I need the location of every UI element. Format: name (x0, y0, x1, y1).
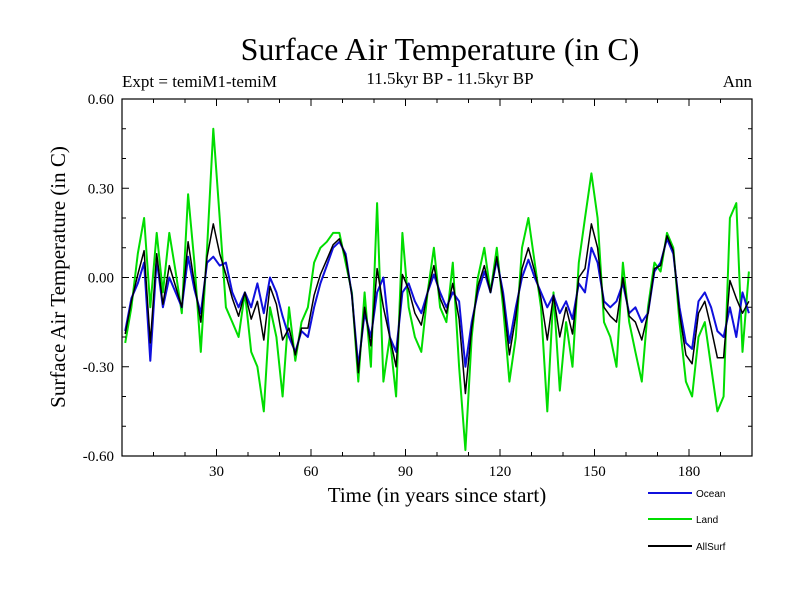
y-tick-label: 0.00 (88, 271, 114, 287)
x-tick-label: 180 (678, 464, 701, 480)
season-label: Ann (723, 72, 753, 91)
x-tick-label: 150 (583, 464, 606, 480)
legend-label-ocean: Ocean (696, 489, 725, 500)
series-line-allsurf (124, 223, 750, 395)
period-label: 11.5kyr BP - 11.5kyr BP (366, 69, 533, 88)
y-tick-label: 0.30 (88, 181, 114, 197)
series-line-ocean (124, 237, 750, 368)
series-line-land (124, 127, 750, 452)
x-tick-label: 120 (489, 464, 512, 480)
y-axis-label: Surface Air Temperature (in C) (46, 146, 70, 408)
y-tick-label: -0.30 (83, 360, 114, 376)
y-tick-label: -0.60 (83, 449, 114, 465)
x-tick-label: 60 (304, 464, 319, 480)
plot-area: 30 60 90 120 150 180 -0.60 -0.30 0.00 0.30 0.60 (83, 92, 753, 480)
x-tick-label: 30 (209, 464, 224, 480)
x-tick-label: 90 (398, 464, 413, 480)
chart-title: Surface Air Temperature (in C) (241, 31, 640, 67)
y-tick-label: 0.60 (88, 92, 114, 108)
x-axis-label: Time (in years since start) (328, 483, 547, 507)
legend-label-land: Land (696, 515, 718, 526)
legend: Ocean Land AllSurf (648, 489, 726, 553)
experiment-label: Expt = temiM1-temiM (122, 72, 277, 91)
legend-label-allsurf: AllSurf (696, 542, 726, 553)
